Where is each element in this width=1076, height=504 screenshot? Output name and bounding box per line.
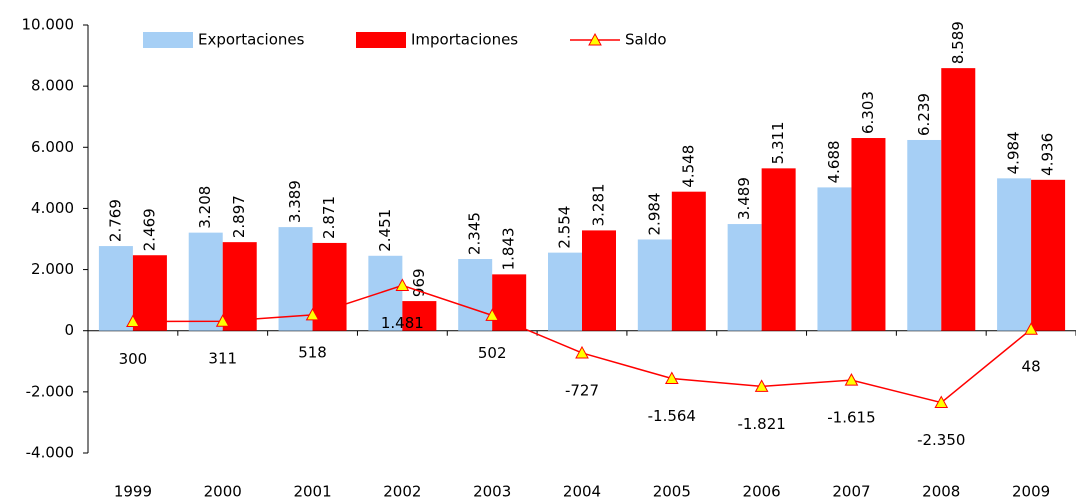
bar-value-label: 4.984 bbox=[1005, 131, 1023, 174]
bar bbox=[548, 252, 582, 331]
bar bbox=[907, 139, 942, 331]
saldo-value-label: -1.564 bbox=[648, 407, 696, 425]
saldo-value-label: 1.481 bbox=[381, 314, 424, 332]
bar-value-label: 3.389 bbox=[286, 180, 304, 223]
bar-value-label: 8.589 bbox=[949, 21, 967, 64]
saldo-value-label: 502 bbox=[478, 344, 507, 362]
bar-value-label: 3.489 bbox=[735, 177, 753, 220]
bar bbox=[98, 246, 133, 331]
bar-value-label: 4.548 bbox=[679, 145, 697, 188]
bar-value-label: 2.554 bbox=[556, 206, 574, 249]
y-tick-label: -2.000 bbox=[26, 382, 74, 400]
bar bbox=[222, 242, 257, 331]
legend-label: Saldo bbox=[625, 31, 667, 49]
saldo-marker bbox=[1024, 322, 1038, 335]
bar-value-label: 2.345 bbox=[466, 212, 484, 255]
saldo-value-label: -2.350 bbox=[917, 431, 965, 449]
bar-value-label: 5.311 bbox=[769, 121, 787, 164]
bar bbox=[312, 242, 347, 331]
saldo-value-label: 518 bbox=[298, 343, 327, 361]
legend-swatch bbox=[356, 32, 406, 48]
saldo-marker bbox=[126, 314, 140, 328]
bar bbox=[997, 178, 1032, 331]
bar bbox=[941, 68, 976, 331]
saldo-marker bbox=[754, 379, 769, 392]
bar bbox=[278, 227, 313, 331]
bar-value-label: 4.688 bbox=[825, 140, 843, 183]
bar-value-label: 2.469 bbox=[140, 208, 158, 251]
saldo-marker bbox=[395, 278, 410, 291]
x-tick-label: 2003 bbox=[473, 483, 511, 501]
saldo-value-label: 300 bbox=[119, 350, 148, 368]
x-tick-label: 2007 bbox=[832, 483, 870, 501]
legend-label: Exportaciones bbox=[198, 31, 305, 49]
x-tick-label: 2000 bbox=[204, 483, 242, 501]
saldo-value-label: 48 bbox=[1022, 358, 1041, 376]
saldo-value-label: -1.615 bbox=[827, 409, 875, 427]
bar-value-label: 1.843 bbox=[500, 227, 518, 270]
saldo-marker bbox=[844, 373, 859, 386]
saldo-marker bbox=[485, 308, 500, 321]
y-tick-label: 0 bbox=[64, 321, 74, 339]
bar-value-label: 3.281 bbox=[590, 183, 608, 226]
bar bbox=[132, 255, 167, 331]
saldo-value-label: -727 bbox=[565, 381, 599, 399]
legend-marker bbox=[588, 32, 602, 46]
y-tick-label: 6.000 bbox=[31, 138, 74, 156]
legend-swatch bbox=[143, 32, 193, 48]
x-tick-label: 2008 bbox=[922, 483, 960, 501]
x-tick-label: 2001 bbox=[293, 483, 331, 501]
bar bbox=[1031, 179, 1066, 331]
bar bbox=[402, 301, 437, 331]
bar-value-label: 2.984 bbox=[645, 193, 663, 236]
bar-value-label: 2.897 bbox=[230, 195, 248, 238]
y-tick-label: 10.000 bbox=[22, 16, 75, 34]
y-tick-label: -4.000 bbox=[26, 444, 74, 462]
x-tick-label: 2005 bbox=[653, 483, 691, 501]
x-tick-label: 2002 bbox=[383, 483, 421, 501]
saldo-marker bbox=[215, 314, 230, 327]
bar bbox=[761, 168, 796, 331]
y-tick-label: 8.000 bbox=[31, 77, 74, 95]
saldo-marker bbox=[575, 345, 589, 359]
bar bbox=[851, 138, 886, 331]
y-tick-label: 4.000 bbox=[31, 199, 74, 217]
x-tick-label: 2004 bbox=[563, 483, 601, 501]
bar-value-label: 2.451 bbox=[376, 209, 394, 252]
saldo-marker bbox=[305, 307, 320, 321]
saldo-marker bbox=[664, 371, 679, 385]
legend-label: Importaciones bbox=[411, 31, 518, 49]
x-tick-label: 2009 bbox=[1012, 483, 1050, 501]
bar bbox=[582, 230, 616, 331]
bar-value-label: 4.936 bbox=[1039, 133, 1057, 176]
saldo-marker bbox=[934, 395, 949, 409]
y-tick-label: 2.000 bbox=[31, 260, 74, 278]
bar-value-label: 2.871 bbox=[320, 196, 338, 239]
bar bbox=[727, 224, 762, 331]
bar-value-label: 2.769 bbox=[106, 199, 124, 242]
x-tick-label: 2006 bbox=[743, 483, 781, 501]
x-tick-label: 1999 bbox=[114, 483, 152, 501]
bar-value-label: 6.303 bbox=[859, 91, 877, 134]
bar bbox=[817, 187, 852, 331]
bar bbox=[671, 191, 706, 331]
bar-value-label: 6.239 bbox=[915, 93, 933, 136]
bar bbox=[637, 239, 672, 331]
bar bbox=[368, 255, 403, 331]
saldo-value-label: -1.821 bbox=[737, 415, 785, 433]
saldo-value-label: 311 bbox=[208, 350, 237, 368]
bar-value-label: 3.208 bbox=[196, 186, 214, 229]
bar bbox=[492, 274, 527, 331]
bar bbox=[188, 232, 223, 331]
